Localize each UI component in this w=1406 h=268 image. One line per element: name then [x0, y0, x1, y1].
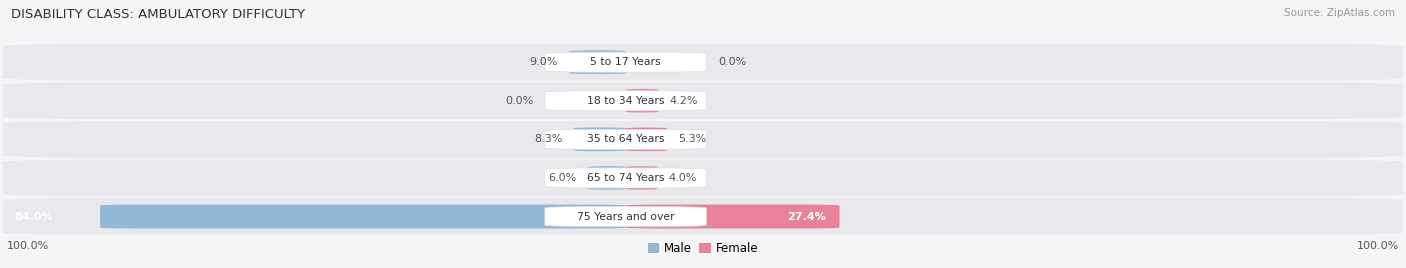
- FancyBboxPatch shape: [546, 207, 707, 226]
- Text: 0.0%: 0.0%: [505, 96, 534, 106]
- FancyBboxPatch shape: [569, 50, 626, 74]
- Text: 100.0%: 100.0%: [1357, 241, 1399, 251]
- FancyBboxPatch shape: [626, 204, 839, 229]
- FancyBboxPatch shape: [546, 52, 707, 72]
- FancyBboxPatch shape: [546, 129, 707, 149]
- FancyBboxPatch shape: [546, 168, 707, 188]
- FancyBboxPatch shape: [623, 89, 661, 113]
- Text: 4.2%: 4.2%: [669, 96, 699, 106]
- FancyBboxPatch shape: [546, 91, 707, 111]
- Text: 5 to 17 Years: 5 to 17 Years: [591, 57, 661, 67]
- FancyBboxPatch shape: [588, 166, 626, 190]
- FancyBboxPatch shape: [3, 83, 1403, 119]
- Text: 65 to 74 Years: 65 to 74 Years: [586, 173, 665, 183]
- Text: 27.4%: 27.4%: [787, 211, 825, 222]
- FancyBboxPatch shape: [3, 198, 1403, 235]
- Text: 0.0%: 0.0%: [718, 57, 747, 67]
- Text: 5.3%: 5.3%: [678, 134, 707, 144]
- FancyBboxPatch shape: [626, 127, 666, 151]
- FancyBboxPatch shape: [574, 127, 626, 151]
- FancyBboxPatch shape: [621, 166, 661, 190]
- Text: 4.0%: 4.0%: [668, 173, 696, 183]
- Text: 9.0%: 9.0%: [530, 57, 558, 67]
- Text: 6.0%: 6.0%: [548, 173, 576, 183]
- FancyBboxPatch shape: [3, 121, 1403, 158]
- Text: DISABILITY CLASS: AMBULATORY DIFFICULTY: DISABILITY CLASS: AMBULATORY DIFFICULTY: [11, 8, 305, 21]
- FancyBboxPatch shape: [3, 44, 1403, 80]
- FancyBboxPatch shape: [3, 160, 1403, 196]
- Text: Source: ZipAtlas.com: Source: ZipAtlas.com: [1284, 8, 1395, 18]
- Text: 8.3%: 8.3%: [534, 134, 562, 144]
- Text: 75 Years and over: 75 Years and over: [576, 211, 675, 222]
- Legend: Male, Female: Male, Female: [643, 237, 763, 259]
- Text: 35 to 64 Years: 35 to 64 Years: [586, 134, 665, 144]
- Text: 84.0%: 84.0%: [14, 211, 52, 222]
- Text: 18 to 34 Years: 18 to 34 Years: [586, 96, 665, 106]
- FancyBboxPatch shape: [100, 204, 626, 229]
- Text: 100.0%: 100.0%: [7, 241, 49, 251]
